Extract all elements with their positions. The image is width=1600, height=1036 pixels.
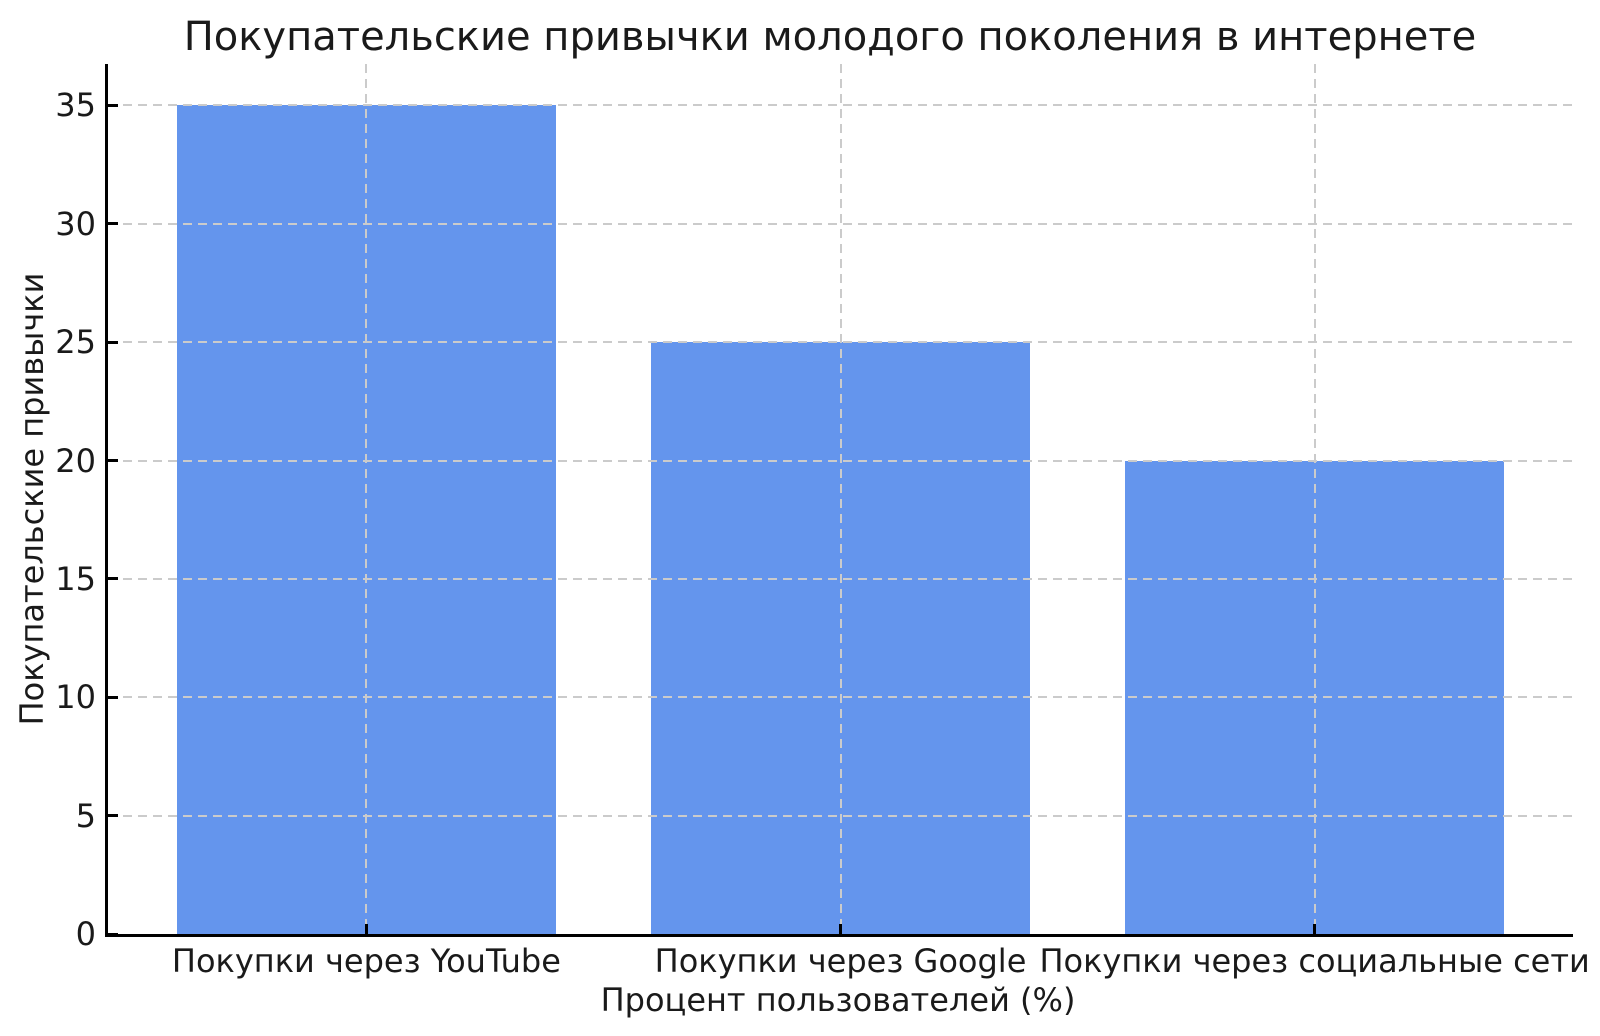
chart-title: Покупательские привычки молодого поколен… bbox=[183, 14, 1477, 60]
y-tick-label: 25 bbox=[55, 323, 96, 362]
y-tick-mark bbox=[108, 695, 118, 699]
y-tick-mark bbox=[108, 459, 118, 463]
x-tick-label: Покупки через Google bbox=[654, 942, 1027, 980]
y-tick-label: 30 bbox=[55, 204, 96, 243]
y-tick-label: 35 bbox=[55, 86, 96, 125]
y-tick-mark bbox=[108, 103, 118, 107]
y-tick-mark bbox=[108, 577, 118, 581]
x-tick-mark bbox=[364, 924, 368, 934]
x-tick-mark bbox=[839, 924, 842, 934]
plot-area: 0 5 10 15 20 25 30 35 Покупки через YouTube Покуп… bbox=[55, 64, 1590, 980]
y-tick-label: 5 bbox=[75, 796, 96, 835]
y-tick-mark bbox=[108, 814, 118, 818]
gridline-v bbox=[365, 64, 368, 934]
x-tick-label: Покупки через социальные сети bbox=[1039, 942, 1590, 980]
y-tick-mark bbox=[108, 222, 118, 226]
y-tick-mark bbox=[108, 932, 118, 936]
y-tick-label: 0 bbox=[75, 915, 96, 953]
x-tick-mark bbox=[1313, 924, 1317, 934]
y-tick-label: 10 bbox=[55, 678, 96, 717]
y-tick-label: 20 bbox=[55, 441, 96, 480]
x-tick-label: Покупки через YouTube bbox=[171, 942, 561, 980]
y-tick-label: 15 bbox=[55, 559, 96, 598]
x-axis-label: Процент пользователей (%) bbox=[600, 981, 1076, 1019]
gridline-v bbox=[839, 64, 842, 934]
y-tick-mark bbox=[108, 340, 118, 344]
gridline-v bbox=[1313, 64, 1316, 934]
